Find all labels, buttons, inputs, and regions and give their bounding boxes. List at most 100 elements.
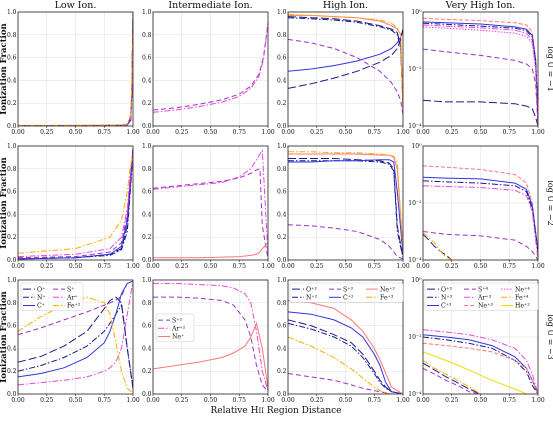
y-axis-label: Ionization Fraction (0, 291, 9, 382)
series-line-Neplus3 (423, 165, 538, 252)
y-tick-label: 0.0 (277, 391, 287, 398)
x-tick-label: 0.25 (445, 397, 459, 404)
row-label: log U = −1 (546, 46, 553, 91)
series-line-Cplus (18, 280, 133, 378)
x-tick-label: 0.75 (98, 397, 112, 404)
series-line-Nplus3 (423, 180, 538, 252)
series-line-Nplus (18, 303, 133, 389)
legend-label: Fe⁺² (67, 303, 81, 310)
series-line-Cplus2 (288, 159, 403, 255)
y-tick-label: 0.6 (277, 189, 287, 196)
series-line-Nplus3 (423, 336, 538, 394)
x-tick-label: 1.00 (126, 129, 140, 136)
legend-label: C⁺³ (441, 303, 452, 310)
series-line-Oplus (288, 28, 403, 89)
legend-label: C⁺² (343, 295, 354, 302)
legend: O⁺² N⁺² S⁺³ C⁺² Ne⁺² Fe⁺³ (289, 282, 404, 303)
y-tick-label: 0.4 (7, 345, 17, 352)
y-tick-label: 10⁻² (408, 334, 422, 341)
y-axis-label: Ionization Fraction (0, 157, 9, 248)
series-line-Feplus3 (288, 13, 403, 113)
panel: 0.00 0.25 0.50 0.75 1.00 10⁰ 10⁻² 10⁻⁴ log U = −… (408, 277, 553, 404)
series-line-Heplus2 (423, 351, 538, 394)
series-line-Splus4 (423, 231, 538, 260)
series-line-Splus2 (153, 296, 268, 393)
series-line-Splus4 (423, 48, 538, 126)
y-axis-label: Ionization Fraction (0, 23, 9, 114)
y-tick-label: 1.0 (277, 143, 287, 150)
series-line-Oplus2 (288, 158, 403, 258)
series-line-Cplus3 (423, 176, 538, 252)
legend-label: S⁺³ (343, 286, 354, 293)
series-line-Arplus (18, 151, 133, 258)
legend: S⁺² Ar⁺²Ne⁺ (155, 313, 195, 342)
x-tick-label: 0.25 (40, 129, 54, 136)
y-tick-label: 10⁻⁴ (408, 257, 422, 264)
x-tick-label: 1.00 (126, 263, 140, 270)
x-tick-label: 0.00 (281, 129, 295, 136)
y-tick-label: 0.0 (277, 257, 287, 264)
x-tick-label: 1.00 (396, 129, 410, 136)
y-tick-label: 0.0 (142, 257, 152, 264)
y-tick-label: 0.2 (277, 368, 287, 375)
y-tick-label: 0.2 (142, 100, 152, 107)
legend-box (20, 282, 84, 311)
y-tick-label: 10⁻⁴ (408, 391, 422, 398)
y-tick-label: 0.4 (142, 211, 152, 218)
x-tick-label: 0.75 (98, 263, 112, 270)
y-tick-label: 0.6 (7, 323, 17, 330)
x-tick-label: 0.75 (233, 263, 247, 270)
x-tick-label: 0.25 (175, 263, 189, 270)
y-tick-label: 1.0 (142, 9, 152, 16)
legend-label: Fe⁺⁴ (515, 295, 529, 302)
y-tick-label: 10⁰ (411, 9, 422, 16)
column-title: Low Ion. (55, 0, 97, 11)
series-line-Splus2 (153, 25, 268, 111)
series-line-Splus2 (153, 168, 268, 259)
series-line-Splus (18, 151, 133, 259)
series-group (288, 13, 403, 115)
legend-label: N⁺ (37, 295, 46, 302)
legend: O⁺³ N⁺³C⁺³ S⁺⁴ Ar⁺³Ne⁺³ Ne⁺⁴ Fe⁺⁴He⁺² (424, 282, 539, 311)
series-line-Neplus3 (423, 342, 538, 394)
x-tick-label: 0.25 (40, 263, 54, 270)
legend-label: S⁺² (172, 317, 183, 324)
series-line-Cplus2 (288, 28, 403, 72)
y-tick-label: 0.2 (277, 100, 287, 107)
panel: 0.00 0.25 0.50 0.75 1.00 0.0 0.2 0.4 0.6 0.8 1.0 (142, 277, 275, 404)
panel: 0.00 0.25 0.50 0.75 1.00 10⁰ 10⁻² 10⁻⁴ log U = −… (408, 9, 553, 136)
x-tick-label: 0.50 (204, 263, 218, 270)
x-tick-label: 0.00 (416, 129, 430, 136)
legend-label: S⁺ (67, 286, 75, 293)
x-tick-label: 0.00 (11, 263, 25, 270)
legend-label: Ne⁺³ (478, 303, 493, 310)
x-tick-label: 0.75 (368, 129, 382, 136)
x-tick-label: 0.25 (310, 263, 324, 270)
series-line-Feplus2 (18, 23, 133, 126)
y-tick-label: 0.8 (142, 166, 152, 173)
series-group (18, 148, 133, 260)
series-line-Arplus3 (423, 185, 538, 260)
y-tick-label: 0.2 (7, 234, 17, 241)
x-tick-label: 0.50 (339, 397, 353, 404)
panel: 0.00 0.25 0.50 0.75 1.00 10⁰ 10⁻² 10⁻⁴ log U = −… (408, 143, 553, 270)
y-tick-label: 0.2 (142, 234, 152, 241)
y-tick-label: 1.0 (142, 143, 152, 150)
y-tick-label: 0.8 (277, 166, 287, 173)
legend-label: Ar⁺² (171, 326, 186, 333)
x-tick-label: 1.00 (261, 263, 275, 270)
y-tick-label: 0.8 (7, 32, 17, 39)
y-tick-label: 0.4 (7, 211, 17, 218)
y-tick-label: 0.4 (142, 77, 152, 84)
legend-box (424, 282, 539, 311)
y-tick-label: 10⁻⁴ (408, 123, 422, 130)
x-tick-label: 0.00 (11, 129, 25, 136)
series-line-Oplus3 (423, 362, 481, 394)
x-tick-label: 0.75 (503, 129, 517, 136)
series-line-Neplus2 (288, 300, 403, 394)
series-line-Arplus2 (153, 19, 268, 113)
y-tick-label: 0.0 (142, 391, 152, 398)
y-tick-label: 1.0 (7, 9, 17, 16)
series-group (423, 329, 538, 394)
